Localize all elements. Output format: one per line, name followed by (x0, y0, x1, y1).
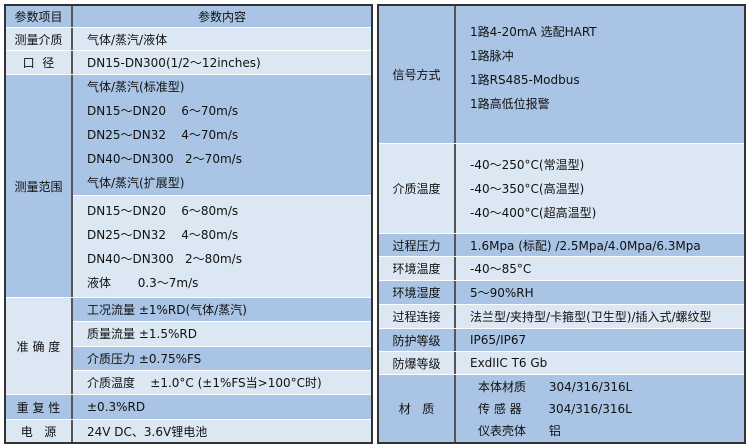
row-label: 环境湿度 (379, 281, 456, 304)
row-repeatability: 重 复 性 ±0.3%RD (6, 395, 371, 420)
row-value: -40～85°C (470, 262, 532, 276)
row-label: 介质温度 (379, 144, 456, 233)
row-label: 环境温度 (379, 257, 456, 280)
row-label: 过程连接 (379, 305, 456, 328)
range-line: DN40～DN300 2～80m/s (87, 251, 242, 266)
row-value: ±0.3%RD (87, 400, 146, 414)
accuracy-item: 介质温度 ±1.0°C (±1%FS当>100°C时) (73, 370, 371, 394)
row-humidity: 环境湿度 5～90%RH (379, 281, 744, 305)
range-line: DN15～DN20 6～70m/s (87, 104, 239, 118)
signal-line: 1路高低位报警 (470, 96, 550, 111)
row-label: 准 确 度 (6, 298, 73, 394)
range-standard: 气体/蒸汽(标准型) DN15～DN20 6～70m/s DN25～DN32 4… (73, 75, 371, 196)
row-label: 过程压力 (379, 234, 456, 256)
range-line: 液体 0.3～7m/s (87, 275, 199, 290)
row-ambient-temp: 环境温度 -40～85°C (379, 257, 744, 281)
row-label: 信号方式 (379, 6, 456, 143)
row-material: 材 质 本体材质 304/316/316L 传 感 器 304/316/316L… (379, 375, 744, 442)
accuracy-item: 介质压力 ±0.75%FS (73, 346, 371, 371)
material-line: 本体材质 304/316/316L (478, 379, 633, 394)
material-line: 传 感 器 304/316/316L (478, 401, 632, 416)
row-protection: 防护等级 IP65/IP67 (379, 329, 744, 352)
row-medium: 测量介质 气体/蒸汽/液体 (6, 28, 371, 51)
row-signal: 信号方式 1路4-20mA 选配HART 1路脉冲 1路RS485-Modbus… (379, 6, 744, 144)
signal-line: 1路RS485-Modbus (470, 72, 580, 87)
row-bore: 口 径 DN15-DN300(1/2～12inches) (6, 51, 371, 75)
row-label: 测量介质 (6, 28, 73, 50)
row-label: 材 质 (379, 375, 456, 442)
row-range: 测量范围 气体/蒸汽(标准型) DN15～DN20 6～70m/s DN25～D… (6, 75, 371, 298)
temp-line: -40～350°C(高温型) (470, 181, 585, 196)
header-label: 参数项目 (6, 6, 73, 27)
signal-line: 1路脉冲 (470, 48, 514, 63)
range-line: DN25～DN32 4～80m/s (87, 227, 239, 242)
header-content: 参数内容 (197, 10, 246, 24)
accuracy-item: 质量流量 ±1.5%RD (73, 322, 371, 347)
row-label: 测量范围 (6, 75, 73, 297)
range-line: DN40～DN300 2～70m/s (87, 152, 242, 166)
row-value: DN15-DN300(1/2～12inches) (87, 56, 261, 70)
row-power: 电 源 24V DC、3.6V锂电池 (6, 420, 371, 442)
row-label: 口 径 (6, 51, 73, 74)
range-line: DN25～DN32 4～70m/s (87, 128, 239, 142)
row-explosion: 防爆等级 ExdIIC T6 Gb (379, 352, 744, 375)
row-connection: 过程连接 法兰型/夹持型/卡箍型(卫生型)/插入式/螺纹型 (379, 305, 744, 329)
row-label: 电 源 (6, 420, 73, 442)
row-value: ExdIIC T6 Gb (470, 356, 548, 370)
range-line: 气体/蒸汽(标准型) (87, 80, 185, 94)
spec-table-left: 参数项目 参数内容 测量介质 气体/蒸汽/液体 口 径 DN15-DN300(1… (4, 4, 373, 444)
row-label: 防爆等级 (379, 352, 456, 374)
temp-line: -40～250°C(常温型) (470, 157, 585, 172)
material-line: 仪表壳体 铝 (478, 423, 561, 438)
row-value: 法兰型/夹持型/卡箍型(卫生型)/插入式/螺纹型 (470, 310, 712, 324)
row-accuracy: 准 确 度 工况流量 ±1%RD(气体/蒸汽) 质量流量 ±1.5%RD 介质压… (6, 298, 371, 395)
spec-table-right: 信号方式 1路4-20mA 选配HART 1路脉冲 1路RS485-Modbus… (377, 4, 746, 444)
row-value: IP65/IP67 (470, 333, 527, 347)
temp-line: -40～400°C(超高温型) (470, 205, 597, 220)
range-line: 气体/蒸汽(扩展型) (87, 176, 185, 190)
range-line: DN15～DN20 6～80m/s (87, 203, 239, 218)
header-row: 参数项目 参数内容 (6, 6, 371, 28)
row-value: 5～90%RH (470, 286, 534, 300)
row-value: 气体/蒸汽/液体 (87, 32, 168, 47)
row-pressure: 过程压力 1.6Mpa (标配) /2.5Mpa/4.0Mpa/6.3Mpa (379, 234, 744, 257)
row-label: 防护等级 (379, 329, 456, 351)
range-extended: DN15～DN20 6～80m/s DN25～DN32 4～80m/s DN40… (73, 196, 371, 297)
accuracy-item: 工况流量 ±1%RD(气体/蒸汽) (73, 298, 371, 323)
row-label: 重 复 性 (6, 395, 73, 419)
row-value: 1.6Mpa (标配) /2.5Mpa/4.0Mpa/6.3Mpa (470, 238, 701, 253)
row-medium-temp: 介质温度 -40～250°C(常温型) -40～350°C(高温型) -40～4… (379, 144, 744, 234)
signal-line: 1路4-20mA 选配HART (470, 24, 597, 39)
row-value: 24V DC、3.6V锂电池 (87, 424, 208, 439)
